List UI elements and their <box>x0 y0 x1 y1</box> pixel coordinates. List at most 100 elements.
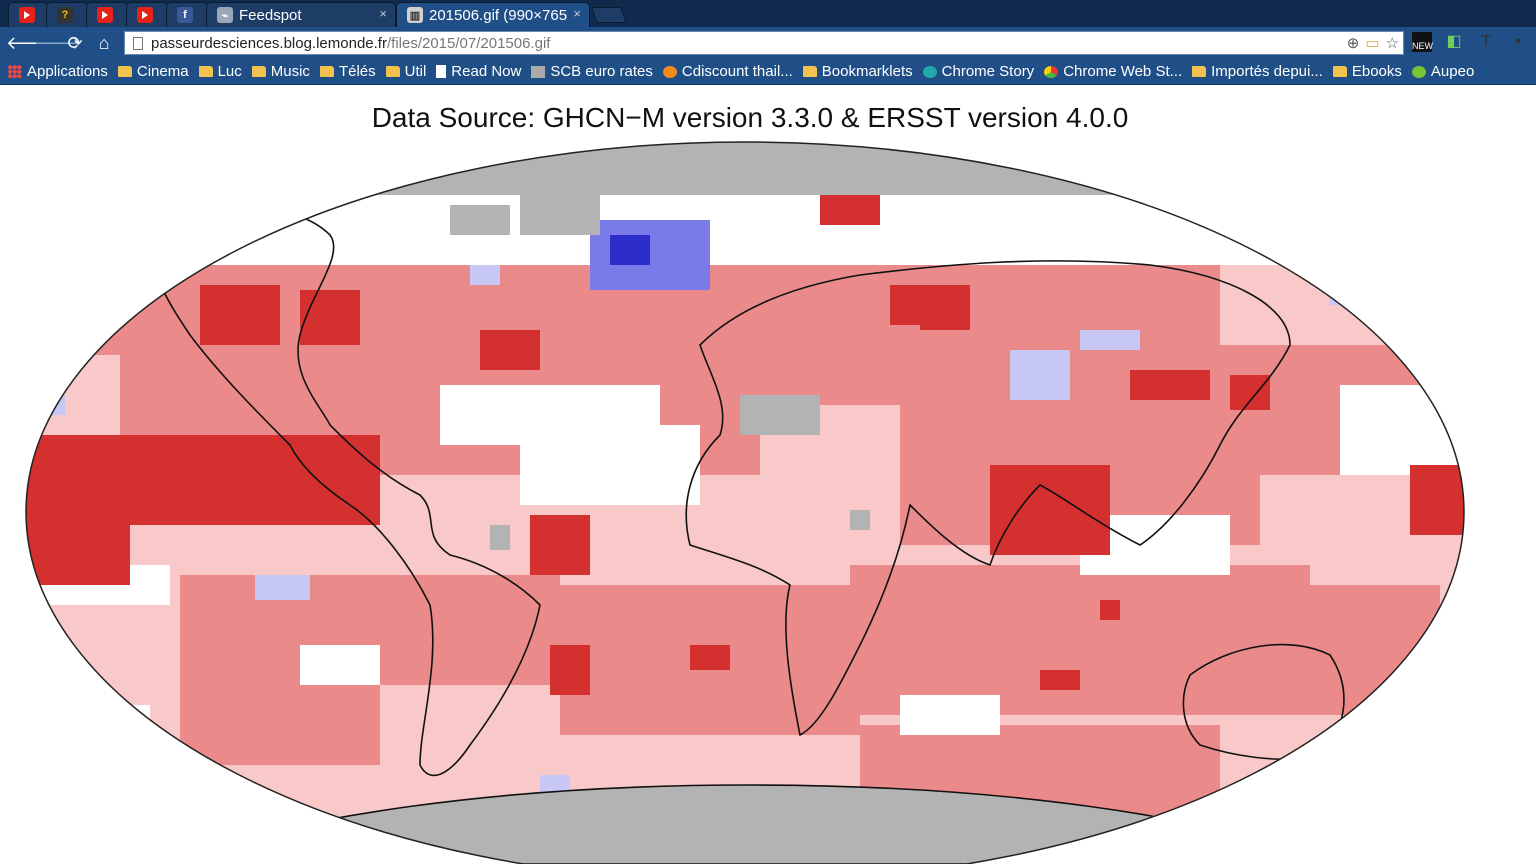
anomaly-cell-warm-strong <box>820 195 880 225</box>
url-path: /files/2015/07/201506.gif <box>386 34 551 52</box>
bookmark-importes[interactable]: Importés depui... <box>1192 63 1323 80</box>
anomaly-cell-cool <box>255 575 310 600</box>
chrome-web-store-icon <box>1044 65 1059 78</box>
home-icon[interactable]: ⌂ <box>98 33 110 53</box>
anomaly-cell-neutral <box>26 705 150 845</box>
tab-image[interactable]: ▥ 201506.gif (990×765 × <box>396 2 590 27</box>
anomaly-cell-missing <box>450 205 510 235</box>
new-tab-button[interactable] <box>591 7 627 23</box>
anomaly-cell-neutral <box>1340 385 1464 475</box>
tab-facebook[interactable]: f <box>166 2 208 27</box>
tab-youtube-2[interactable] <box>86 2 128 27</box>
extension-menu-icon[interactable]: ▪ <box>1515 33 1521 50</box>
anomaly-cell-neutral <box>520 425 700 505</box>
map-border <box>25 141 1465 864</box>
anomaly-cell-neutral <box>300 645 380 685</box>
scb-icon <box>531 65 546 78</box>
tab-title: Feedspot <box>239 6 302 24</box>
anomaly-cell-warm-strong <box>480 330 540 370</box>
close-icon[interactable]: × <box>573 6 581 21</box>
anomaly-cell-neutral <box>26 195 1464 265</box>
anomaly-cell-cool <box>540 775 570 795</box>
bookmark-chrome-story[interactable]: Chrome Story <box>922 63 1034 80</box>
app-icon: ? <box>57 7 73 23</box>
folder-icon <box>385 66 400 77</box>
folder-icon <box>319 66 334 77</box>
toolbar: 🡐 🡒 ⟳ ⌂ passeurdesciences.blog.lemonde.f… <box>0 27 1536 59</box>
close-icon[interactable]: × <box>379 6 387 21</box>
bookmark-applications[interactable]: Applications <box>8 63 108 80</box>
bookmark-chrome-web-store[interactable]: Chrome Web St... <box>1044 63 1182 80</box>
image-viewer: Data Source: GHCN−M version 3.3.0 & ERSS… <box>0 85 1536 864</box>
bookmark-scb-euro-rates[interactable]: SCB euro rates <box>531 63 653 80</box>
anomaly-cell-cool <box>470 265 500 285</box>
bookmark-teles[interactable]: Télés <box>319 63 376 80</box>
page-icon <box>436 65 447 78</box>
anomaly-cell-cool <box>1080 330 1140 350</box>
bookmark-aupeo[interactable]: Aupeo <box>1411 63 1474 80</box>
anomaly-cell-warm-strong <box>26 475 130 585</box>
anomaly-cell-cool <box>1330 285 1360 305</box>
star-icon[interactable]: ☆ <box>1385 35 1399 52</box>
anomaly-cell-neutral <box>1380 705 1464 845</box>
anomaly-cell-missing <box>850 510 870 530</box>
zoom-icon[interactable]: ⊕ <box>1346 35 1360 52</box>
back-arrow-icon[interactable]: 🡐 <box>6 33 55 53</box>
youtube-icon <box>97 7 113 23</box>
page-icon <box>133 36 143 50</box>
folder-icon <box>1192 66 1207 77</box>
image-icon: ▥ <box>407 7 423 23</box>
anomaly-cell-warm-strong <box>690 645 730 670</box>
anomaly-cell-warm-strong <box>1410 465 1464 535</box>
anomaly-cell-missing <box>520 195 600 235</box>
extension-text-icon[interactable]: T <box>1481 33 1491 50</box>
anomaly-cell-warm-strong <box>990 465 1110 555</box>
anomaly-cell-warm-medium <box>180 685 380 765</box>
forward-arrow-icon[interactable]: 🡒 <box>34 33 83 53</box>
tab-title: 201506.gif (990×765 <box>429 6 568 24</box>
temperature-anomaly-map <box>25 141 1465 864</box>
americas-outline <box>149 207 541 777</box>
cdiscount-icon <box>662 65 677 78</box>
extension-new-icon[interactable]: NEW <box>1412 32 1433 52</box>
bookmark-ebooks[interactable]: Ebooks <box>1332 63 1402 80</box>
facebook-icon: f <box>177 7 193 23</box>
reload-icon[interactable]: ⟳ <box>67 33 83 53</box>
chrome-story-icon <box>922 65 937 78</box>
tab-strip: ? f ⌁ Feedspot × ▥ 201506.gif (990×765 × <box>0 0 1536 27</box>
folder-icon <box>198 66 213 77</box>
anomaly-cell-warm-strong <box>550 645 590 695</box>
tab-app[interactable]: ? <box>46 2 88 27</box>
anomaly-cell-missing <box>740 395 820 435</box>
bookmark-music[interactable]: Music <box>251 63 310 80</box>
tab-youtube-1[interactable] <box>8 2 48 27</box>
anomaly-cell-warm-strong <box>920 290 970 330</box>
address-bar[interactable]: passeurdesciences.blog.lemonde.fr/files/… <box>124 31 1404 55</box>
tab-feedspot[interactable]: ⌁ Feedspot × <box>206 2 396 27</box>
map-title: Data Source: GHCN−M version 3.3.0 & ERSS… <box>371 102 1129 133</box>
extension-badge: NEW <box>1412 41 1433 51</box>
folder-icon <box>117 66 132 77</box>
bookmark-bookmarklets[interactable]: Bookmarklets <box>802 63 913 80</box>
anomaly-cell-warm-strong <box>300 290 360 345</box>
anomaly-cell-warm-strong <box>1130 370 1210 400</box>
anomaly-cell-warm-strong <box>1100 600 1120 620</box>
apps-icon <box>8 65 22 78</box>
bookmark-util[interactable]: Util <box>385 63 426 80</box>
youtube-icon <box>19 7 35 23</box>
bookmark-read-now[interactable]: Read Now <box>436 63 521 80</box>
anomaly-cell-warm-strong <box>1230 375 1270 410</box>
anomaly-cell-warm-medium <box>1100 345 1464 475</box>
folder-icon <box>802 66 817 77</box>
key-icon[interactable]: ▭ <box>1365 35 1380 52</box>
tab-youtube-3[interactable] <box>126 2 168 27</box>
bookmark-luc[interactable]: Luc <box>198 63 242 80</box>
anomaly-cell-missing <box>490 525 510 550</box>
folder-icon <box>251 66 266 77</box>
anomaly-cell-warm-strong <box>200 285 280 345</box>
bookmark-cdiscount[interactable]: Cdiscount thail... <box>662 63 793 80</box>
extension-green-icon[interactable]: ◧ <box>1446 33 1462 50</box>
anomaly-cell-cool <box>610 235 650 265</box>
anomaly-cell-warm-strong <box>530 515 590 575</box>
bookmark-cinema[interactable]: Cinema <box>117 63 189 80</box>
